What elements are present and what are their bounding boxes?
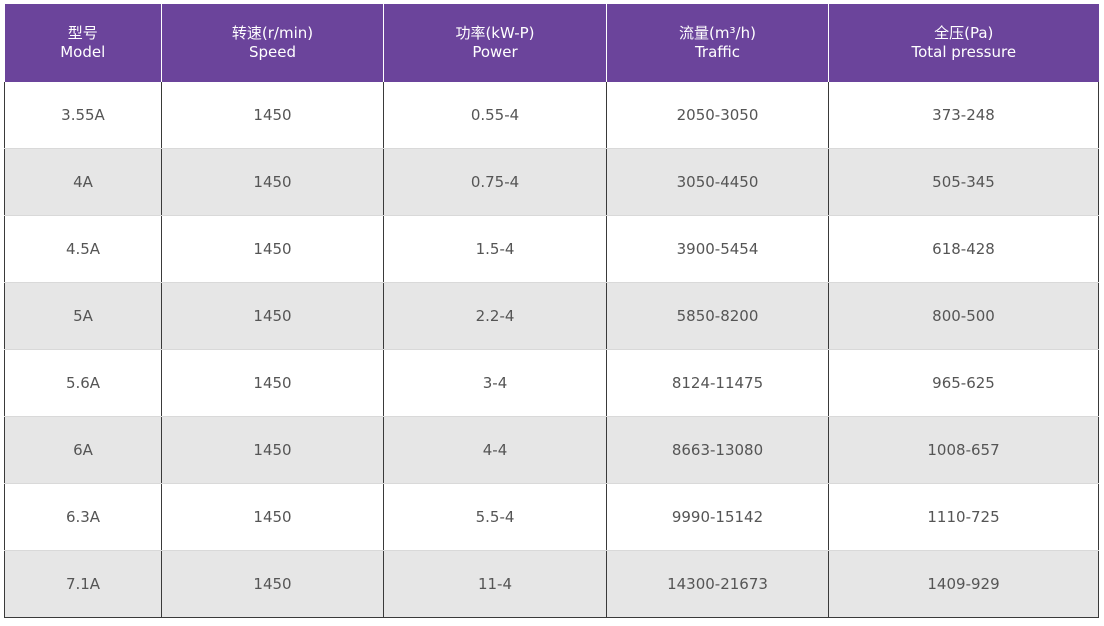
header-total-pressure: 全压(Pa) Total pressure bbox=[828, 4, 1099, 82]
header-speed-en: Speed bbox=[248, 43, 297, 61]
cell-total-pressure: 800-500 bbox=[828, 282, 1099, 350]
cell-power: 4-4 bbox=[383, 416, 607, 484]
cell-total-pressure: 1008-657 bbox=[828, 416, 1099, 484]
cell-total-pressure: 1110-725 bbox=[828, 483, 1099, 551]
header-total-pressure-cn: 全压(Pa) bbox=[934, 24, 994, 42]
cell-model: 4.5A bbox=[4, 215, 162, 283]
spec-table-container: 型号 Model 转速(r/min) Speed 功率(kW-P) Power … bbox=[4, 4, 1099, 618]
cell-traffic: 8663-13080 bbox=[606, 416, 829, 484]
cell-speed: 1450 bbox=[161, 416, 384, 484]
cell-speed: 1450 bbox=[161, 215, 384, 283]
table-row: 7.1A 1450 11-4 14300-21673 1409-929 bbox=[4, 550, 1099, 618]
cell-power: 1.5-4 bbox=[383, 215, 607, 283]
cell-speed: 1450 bbox=[161, 82, 384, 149]
cell-model: 5.6A bbox=[4, 349, 162, 417]
header-power-cn: 功率(kW-P) bbox=[455, 24, 535, 42]
header-model: 型号 Model bbox=[4, 4, 162, 82]
header-model-cn: 型号 bbox=[67, 24, 98, 42]
cell-speed: 1450 bbox=[161, 349, 384, 417]
header-power-en: Power bbox=[472, 43, 518, 61]
table-row: 4.5A 1450 1.5-4 3900-5454 618-428 bbox=[4, 215, 1099, 283]
cell-power: 0.75-4 bbox=[383, 148, 607, 216]
cell-total-pressure: 505-345 bbox=[828, 148, 1099, 216]
cell-model: 6A bbox=[4, 416, 162, 484]
cell-power: 5.5-4 bbox=[383, 483, 607, 551]
header-power: 功率(kW-P) Power bbox=[383, 4, 607, 82]
spec-table: 型号 Model 转速(r/min) Speed 功率(kW-P) Power … bbox=[4, 4, 1099, 618]
cell-speed: 1450 bbox=[161, 282, 384, 350]
cell-traffic: 9990-15142 bbox=[606, 483, 829, 551]
header-traffic-en: Traffic bbox=[694, 43, 741, 61]
table-row: 6.3A 1450 5.5-4 9990-15142 1110-725 bbox=[4, 483, 1099, 551]
header-total-pressure-en: Total pressure bbox=[911, 43, 1017, 61]
header-speed-cn: 转速(r/min) bbox=[231, 24, 314, 42]
table-header-row: 型号 Model 转速(r/min) Speed 功率(kW-P) Power … bbox=[4, 4, 1099, 82]
cell-traffic: 5850-8200 bbox=[606, 282, 829, 350]
table-row: 5A 1450 2.2-4 5850-8200 800-500 bbox=[4, 282, 1099, 350]
cell-traffic: 3900-5454 bbox=[606, 215, 829, 283]
cell-model: 4A bbox=[4, 148, 162, 216]
table-row: 5.6A 1450 3-4 8124-11475 965-625 bbox=[4, 349, 1099, 417]
table-row: 4A 1450 0.75-4 3050-4450 505-345 bbox=[4, 148, 1099, 216]
table-row: 3.55A 1450 0.55-4 2050-3050 373-248 bbox=[4, 82, 1099, 149]
header-traffic: 流量(m³/h) Traffic bbox=[606, 4, 829, 82]
cell-power: 0.55-4 bbox=[383, 82, 607, 149]
cell-total-pressure: 1409-929 bbox=[828, 550, 1099, 618]
cell-traffic: 3050-4450 bbox=[606, 148, 829, 216]
cell-total-pressure: 965-625 bbox=[828, 349, 1099, 417]
header-traffic-cn: 流量(m³/h) bbox=[679, 24, 756, 42]
header-model-en: Model bbox=[60, 43, 106, 61]
cell-traffic: 2050-3050 bbox=[606, 82, 829, 149]
cell-power: 11-4 bbox=[383, 550, 607, 618]
cell-total-pressure: 618-428 bbox=[828, 215, 1099, 283]
cell-traffic: 8124-11475 bbox=[606, 349, 829, 417]
cell-power: 3-4 bbox=[383, 349, 607, 417]
cell-model: 7.1A bbox=[4, 550, 162, 618]
table-row: 6A 1450 4-4 8663-13080 1008-657 bbox=[4, 416, 1099, 484]
cell-model: 3.55A bbox=[4, 82, 162, 149]
cell-speed: 1450 bbox=[161, 148, 384, 216]
cell-speed: 1450 bbox=[161, 483, 384, 551]
cell-power: 2.2-4 bbox=[383, 282, 607, 350]
cell-model: 6.3A bbox=[4, 483, 162, 551]
cell-total-pressure: 373-248 bbox=[828, 82, 1099, 149]
header-speed: 转速(r/min) Speed bbox=[161, 4, 384, 82]
cell-traffic: 14300-21673 bbox=[606, 550, 829, 618]
cell-speed: 1450 bbox=[161, 550, 384, 618]
cell-model: 5A bbox=[4, 282, 162, 350]
